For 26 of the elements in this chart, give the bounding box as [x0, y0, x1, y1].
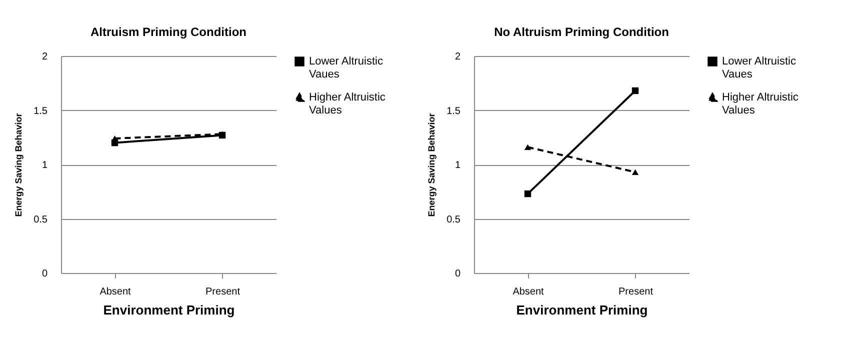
y-axis-title: Energy Saving Behavior — [14, 112, 24, 217]
x-tick-label: Present — [206, 286, 240, 298]
x-axis-title: Environment Priming — [103, 302, 235, 318]
point — [632, 87, 639, 94]
y-tick-label: 0 — [42, 268, 48, 280]
y-tick-label: 1 — [454, 160, 461, 171]
y-tick-label: 0.5 — [446, 214, 461, 226]
x-tick-label: Present — [618, 286, 654, 298]
y-axis-title: Energy Saving Behavior — [426, 112, 437, 217]
y-tick-label: 1 — [42, 160, 48, 171]
y-tick-label: 1.5 — [446, 106, 461, 117]
legend-label: Lower Altruistic Vaues — [309, 56, 384, 80]
chart-title: No Altruism Priming Condition — [494, 25, 669, 39]
chart-title: Altruism Priming Condition — [90, 25, 246, 39]
y-tick-label: 2 — [454, 52, 461, 62]
point — [524, 190, 532, 198]
legend-label: Higher Altruistic Values — [309, 92, 386, 116]
x-tick-label: Absent — [100, 286, 132, 298]
legend-label: Higher Altruistic Values — [722, 92, 799, 116]
y-tick-label: 0.5 — [34, 214, 48, 226]
x-axis-title: Environment Priming — [516, 302, 648, 318]
y-tick-label: 1.5 — [34, 106, 48, 117]
y-tick-label: 2 — [42, 52, 48, 62]
x-tick-label: Absent — [512, 286, 544, 298]
legend-label: Lower Altruistic Vaues — [722, 56, 796, 80]
y-tick-label: 0 — [454, 268, 461, 280]
